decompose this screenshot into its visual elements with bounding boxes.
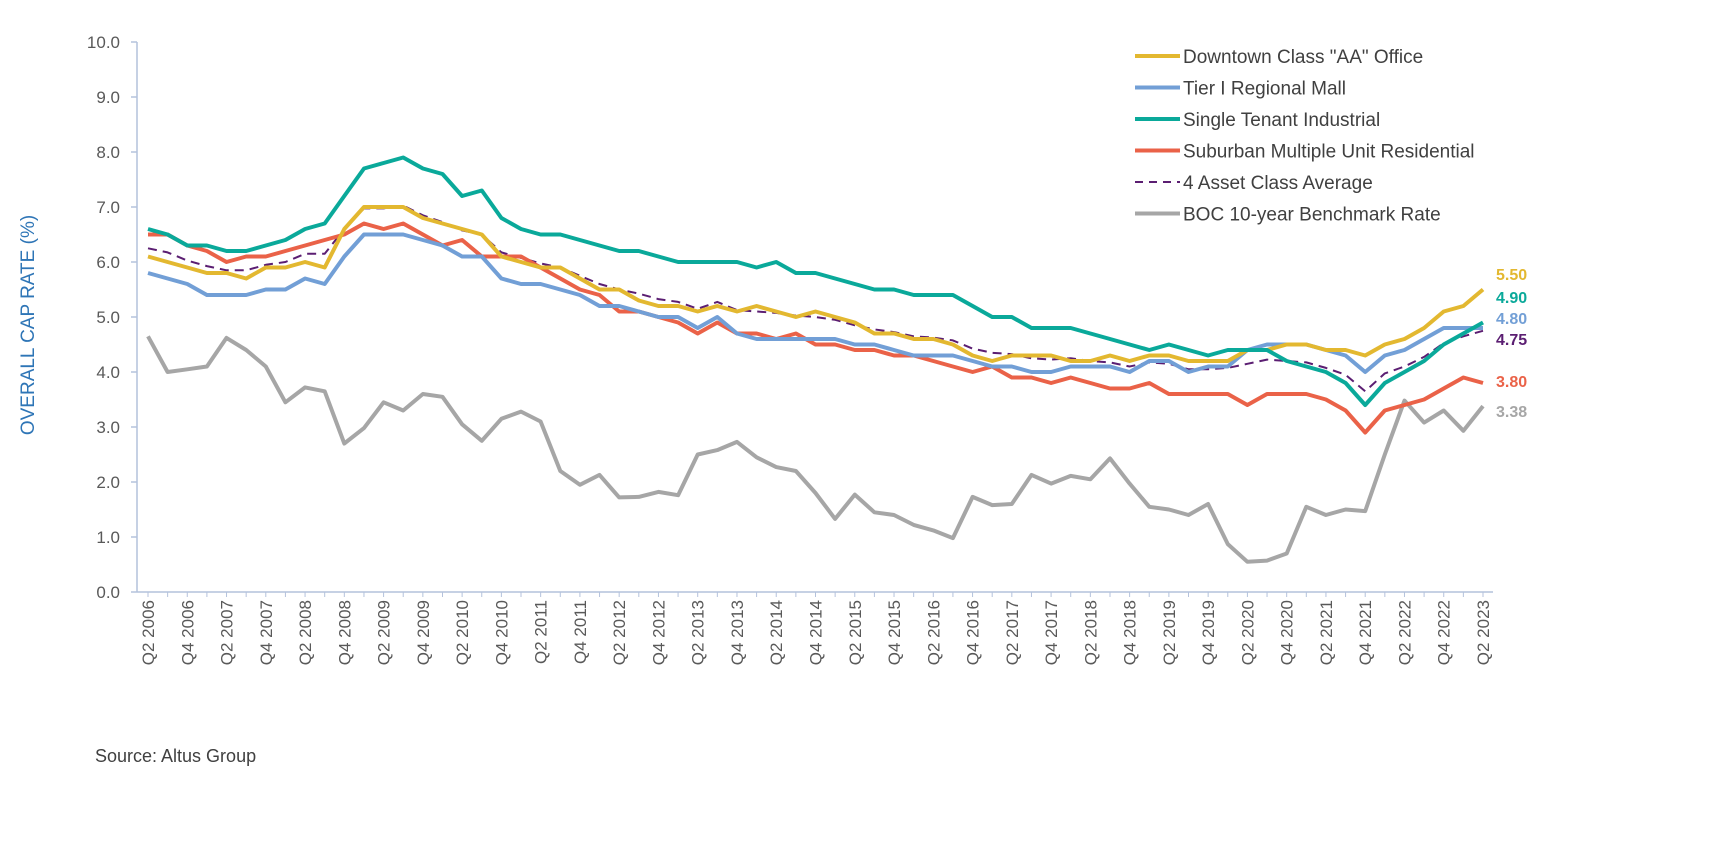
end-value-label: 4.80 (1496, 311, 1527, 328)
x-tick-label: Q2 2007 (218, 600, 237, 665)
x-tick-label: Q4 2016 (964, 600, 983, 665)
x-tick-label: Q2 2021 (1317, 600, 1336, 665)
end-value-label: 3.80 (1496, 374, 1527, 391)
x-tick-label: Q2 2013 (689, 600, 708, 665)
legend-label: Downtown Class "AA" Office (1183, 47, 1423, 68)
x-tick-label: Q2 2008 (296, 600, 315, 665)
x-tick-label: Q4 2017 (1042, 600, 1061, 665)
series-line-4 (147, 204, 1484, 393)
legend: Downtown Class "AA" Office Tier I Regiona… (1135, 47, 1475, 226)
x-tick-label: Q4 2011 (571, 600, 590, 664)
y-tick-label: 1.0 (96, 528, 120, 547)
x-tick-label: Q4 2009 (414, 600, 433, 665)
y-tick-label: 10.0 (87, 33, 120, 52)
y-tick-label: 2.0 (96, 473, 120, 492)
y-tick-label: 7.0 (96, 198, 120, 217)
x-tick-label: Q2 2019 (1160, 600, 1179, 665)
x-tick-label: Q4 2022 (1435, 600, 1454, 665)
x-tick-label: Q2 2015 (846, 600, 865, 665)
x-tick-label: Q4 2012 (649, 600, 668, 665)
end-value-label: 4.90 (1496, 290, 1527, 307)
y-tick-label: 0.0 (96, 583, 120, 602)
y-tick-label: 6.0 (96, 253, 120, 272)
series-line-5 (146, 335, 1485, 564)
x-tick-label: Q4 2019 (1199, 600, 1218, 665)
x-tick-label: Q4 2007 (257, 600, 276, 665)
legend-label: BOC 10-year Benchmark Rate (1183, 205, 1441, 226)
end-value-label: 4.75 (1496, 332, 1527, 349)
series-line-3 (148, 221, 1484, 435)
x-tick-label: Q4 2021 (1356, 600, 1375, 665)
x-tick-label: Q2 2016 (924, 600, 943, 665)
y-tick-label: 8.0 (96, 143, 120, 162)
x-tick-label: Q4 2015 (885, 600, 904, 665)
x-tick-label: Q4 2010 (492, 600, 511, 665)
x-tick-label: Q2 2017 (1003, 600, 1022, 665)
x-tick-label: Q4 2020 (1278, 600, 1297, 665)
y-tick-label: 4.0 (96, 363, 120, 382)
source-note: Source: Altus Group (95, 746, 256, 766)
legend-label: 4 Asset Class Average (1183, 173, 1373, 194)
y-tick-label: 9.0 (96, 88, 120, 107)
end-value-label: 3.38 (1496, 404, 1527, 421)
x-tick-label: Q2 2011 (532, 600, 551, 664)
x-tick-label: Q2 2020 (1238, 600, 1257, 665)
x-tick-label: Q4 2013 (728, 600, 747, 665)
x-tick-label: Q2 2023 (1474, 600, 1493, 665)
x-tick-label: Q2 2010 (453, 600, 472, 665)
end-labels: 5.50 4.80 4.90 3.80 4.75 3.38 (1496, 267, 1527, 421)
y-tick-label: 5.0 (96, 308, 120, 327)
x-tick-label: Q2 2014 (767, 600, 786, 665)
legend-label: Tier I Regional Mall (1183, 79, 1346, 100)
legend-label: Single Tenant Industrial (1183, 110, 1380, 131)
axes: 0.0 1.0 2.0 3.0 4.0 5.0 6.0 7.0 8.0 9.0 10.0 Q2 200… (87, 33, 1493, 665)
x-tick-label: Q2 2006 (139, 600, 158, 665)
x-tick-label: Q2 2022 (1395, 600, 1414, 665)
x-tick-label: Q4 2018 (1121, 600, 1140, 665)
x-tick-label: Q4 2006 (178, 600, 197, 665)
x-tick-label: Q2 2012 (610, 600, 629, 665)
x-tick-label: Q4 2014 (807, 600, 826, 665)
x-tick-label: Q2 2009 (375, 600, 394, 665)
end-value-label: 5.50 (1496, 267, 1527, 284)
y-tick-label: 3.0 (96, 418, 120, 437)
x-tick-label: Q4 2008 (335, 600, 354, 665)
y-axis-label: OVERALL CAP RATE (%) (18, 215, 39, 435)
series-line-1 (147, 232, 1483, 374)
legend-label: Suburban Multiple Unit Residential (1183, 142, 1475, 163)
x-tick-label: Q2 2018 (1081, 600, 1100, 665)
series-lines (146, 155, 1485, 564)
series-line-2 (147, 155, 1484, 407)
